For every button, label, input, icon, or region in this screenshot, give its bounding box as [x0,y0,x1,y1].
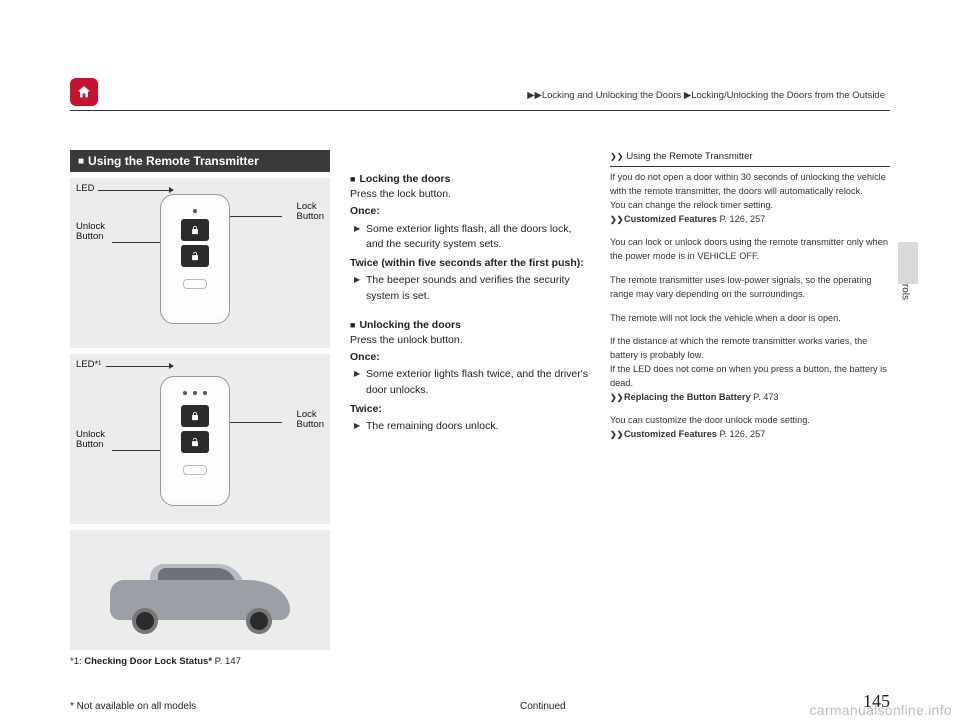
sb-p2: You can lock or unlock doors using the r… [610,236,890,264]
once-label-2: Once: [350,351,380,363]
key-fob-2 [160,376,230,506]
lock-icon [190,225,200,235]
sb-p1b: You can change the relock timer setting. [610,200,773,210]
lock-twice-item: The beeper sounds and verifies the secur… [350,273,590,303]
footer-continued: Continued [520,701,566,712]
locking-head-text: Locking the doors [359,173,450,185]
fob1-slot [183,279,207,289]
unlock-icon [190,251,200,261]
sb-xref1-p: P. 126, 257 [717,214,765,224]
car-diagram [70,530,330,650]
col-sidebar-info: ❯❯Using the Remote Transmitter If you do… [610,150,890,667]
lock-once-item: Some exterior lights flash, all the door… [350,222,590,252]
sb-xref2[interactable]: Replacing the Button Battery P. 473 [610,392,779,402]
sb-p3: The remote transmitter uses low-power si… [610,274,890,302]
sidebar-head-text: Using the Remote Transmitter [626,151,752,162]
footnote-page: P. 147 [212,656,241,667]
footer: * Not available on all models Continued … [70,691,890,712]
fob2-led1-icon [183,391,187,395]
heading-square-icon: ■ [78,156,84,167]
sb-xref3[interactable]: Customized Features P. 126, 257 [610,429,765,439]
unlock-once-item: Some exterior lights flash twice, and th… [350,367,590,397]
footnote-ref: *1: Checking Door Lock Status* P. 147 [70,656,330,667]
sb-xref3-p: P. 126, 257 [717,429,765,439]
sb-p6: You can customize the door unlock mode s… [610,415,810,425]
breadcrumb: ▶▶Locking and Unlocking the Doors ▶Locki… [527,90,885,101]
unlock-press: Press the unlock button. [350,333,590,348]
sb-p1: If you do not open a door within 30 seco… [610,172,886,196]
twice-head: Twice (within five seconds after the fir… [350,257,584,269]
unlocking-head: ■Unlocking the doors [350,318,590,333]
remote-diagram-2: LED*¹ Lock Button Unlock Button [70,354,330,524]
footnote-prefix: *1: [70,656,84,667]
car-illustration [110,560,290,630]
sidebar-head: ❯❯Using the Remote Transmitter [610,150,890,167]
sb-xref3-b: Customized Features [624,429,717,439]
unlock-twice-item: The remaining doors unlock. [350,419,590,434]
fob2-unlock-button [181,431,209,453]
content-row: ■ Using the Remote Transmitter LED Lock B… [70,150,890,667]
lock-press: Press the lock button. [350,187,590,202]
unlock-icon [190,437,200,447]
lock-line-1 [222,216,282,217]
fob1-lock-button [181,219,209,241]
sb-xref2-b: Replacing the Button Battery [624,392,751,402]
lock-label-1: Lock Button [297,202,324,223]
section-heading: ■ Using the Remote Transmitter [70,150,330,172]
footnote-bold: Checking Door Lock Status* [84,656,212,667]
lock-line-2 [222,422,282,423]
once-label: Once: [350,205,380,217]
fob1-unlock-button [181,245,209,267]
twice-label: Twice: [350,403,382,415]
lock-label-2: Lock Button [297,410,324,431]
fob2-led2-icon [193,391,197,395]
sb-p5b: If the LED does not come on when you pre… [610,364,887,388]
unlock-label-1: Unlock Button [76,222,105,243]
lock-icon [190,411,200,421]
watermark: carmanualsonline.info [810,702,953,718]
sb-xref1-b: Customized Features [624,214,717,224]
unlock-label-2: Unlock Button [76,430,105,451]
section-title: Using the Remote Transmitter [88,154,259,168]
sb-p4: The remote will not lock the vehicle whe… [610,312,890,326]
col-instructions: ■Locking the doors Press the lock button… [350,150,590,667]
col-diagrams: ■ Using the Remote Transmitter LED Lock B… [70,150,330,667]
header-rule [70,110,890,111]
led-line-1 [98,190,170,191]
home-icon[interactable] [70,78,98,106]
key-fob-1 [160,194,230,324]
led-line-2 [106,366,170,367]
sb-xref1[interactable]: Customized Features P. 126, 257 [610,214,765,224]
fob2-lock-button [181,405,209,427]
fob2-slot [183,465,207,475]
sb-p5a: If the distance at which the remote tran… [610,336,867,360]
remote-diagram-1: LED Lock Button Unlock Button [70,178,330,348]
fob1-led-icon [193,209,197,213]
unlocking-head-text: Unlocking the doors [359,319,461,331]
footer-note: * Not available on all models [70,701,196,712]
locking-head: ■Locking the doors [350,172,590,187]
house-glyph [76,84,92,100]
side-section-marker [898,242,918,284]
led-label-2: LED*¹ [76,360,101,370]
led-label-1: LED [76,184,94,194]
sb-xref2-p: P. 473 [751,392,779,402]
fob2-led3-icon [203,391,207,395]
